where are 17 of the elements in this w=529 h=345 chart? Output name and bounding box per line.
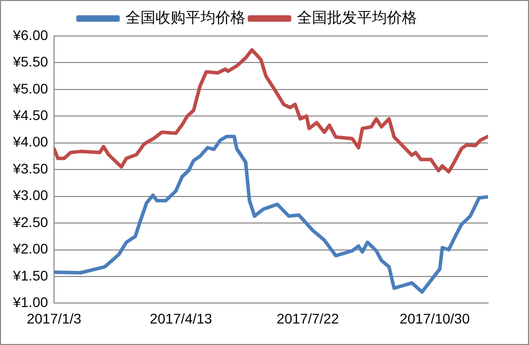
y-tick-label: ¥6.00 <box>12 26 48 43</box>
y-tick-label: ¥1.50 <box>12 267 48 284</box>
y-tick-label: ¥5.00 <box>12 80 48 96</box>
y-tick-label: ¥4.50 <box>12 107 48 124</box>
x-tick-label: 2017/10/30 <box>400 310 470 326</box>
x-tick-label: 2017/7/22 <box>276 310 340 326</box>
legend-label: 全国批发平均价格 <box>297 10 417 27</box>
y-tick-label: ¥4.00 <box>12 134 48 150</box>
y-tick-label: ¥2.00 <box>12 240 48 257</box>
y-tick-label: ¥2.50 <box>12 214 48 230</box>
y-tick-label: ¥3.00 <box>12 187 48 204</box>
legend-label: 全国收购平均价格 <box>126 10 246 27</box>
y-tick-label: ¥1.00 <box>12 294 48 310</box>
y-tick-label: ¥3.50 <box>12 160 48 176</box>
x-tick-label: 2017/1/3 <box>26 310 82 326</box>
x-tick-label: 2017/4/13 <box>150 310 212 326</box>
y-tick-label: ¥5.50 <box>12 54 48 70</box>
